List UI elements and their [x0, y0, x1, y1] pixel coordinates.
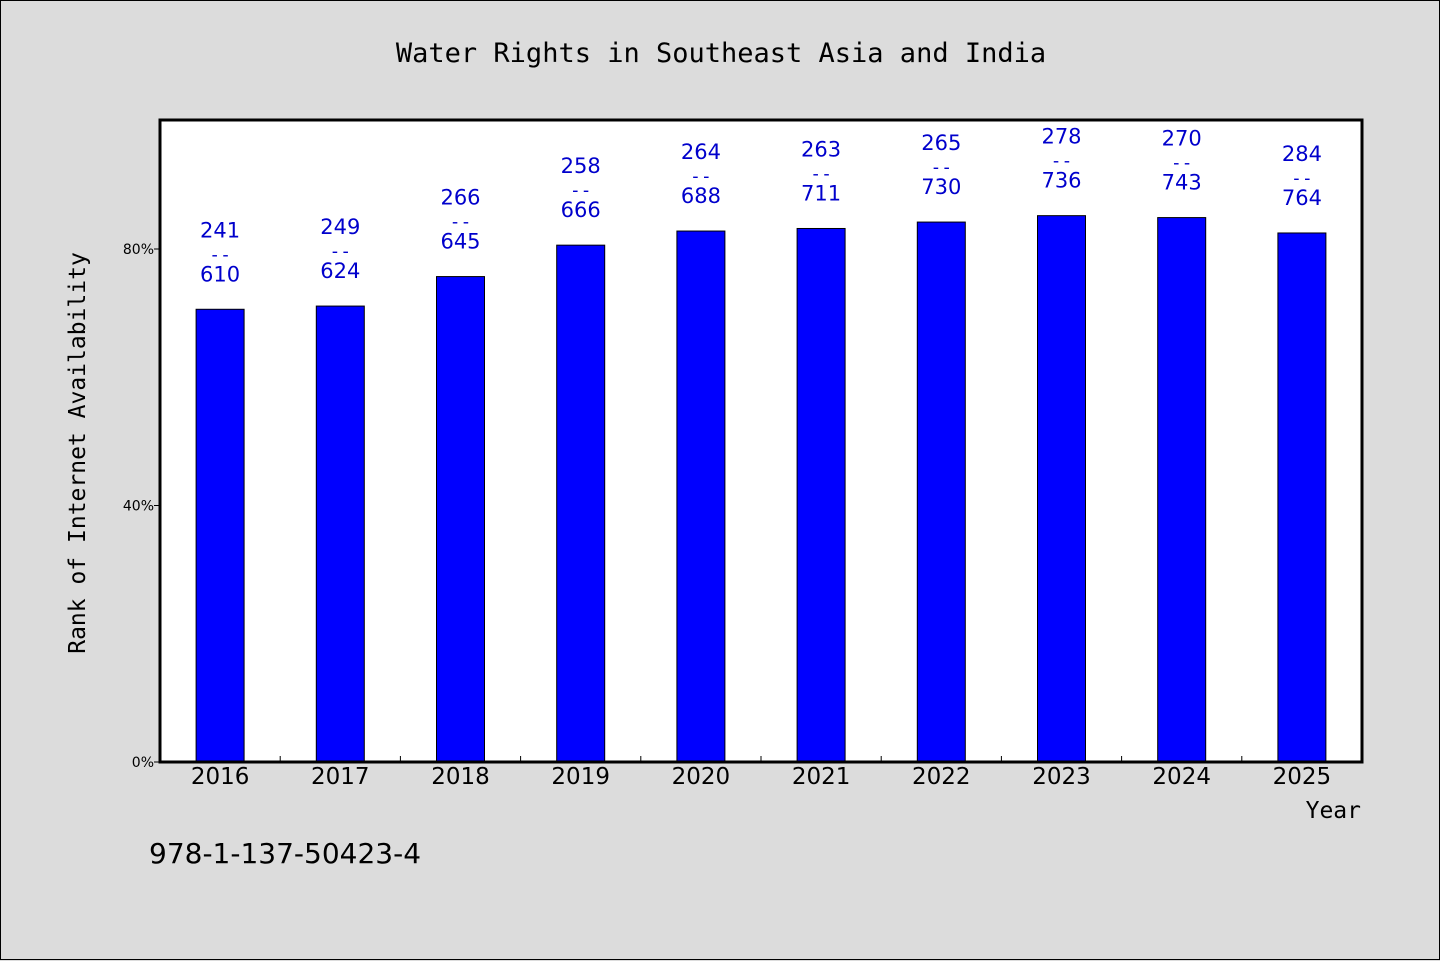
bar-2018 [436, 276, 485, 763]
bar-2022 [916, 221, 966, 763]
bar-label-bottom-2020: 688 [681, 184, 721, 208]
x-axis-label: Year [1306, 798, 1361, 824]
bar-label-bottom-2019: 666 [561, 198, 601, 222]
bar-label-top-2020: 264 [681, 140, 721, 164]
bar-2017 [315, 305, 365, 763]
bar-label-separator-2021: -- [810, 163, 832, 184]
y-tick-label-80: 80% [123, 242, 154, 258]
bar-2024 [1157, 217, 1207, 763]
bar-label-separator-2022: -- [930, 157, 952, 178]
bar-2020 [676, 230, 726, 763]
y-axis-label: Rank of Internet Availability [65, 252, 91, 654]
bar-2023 [1037, 215, 1086, 763]
y-tick-label-40: 40% [123, 499, 154, 515]
x-tick-label-2023: 2023 [1032, 764, 1091, 790]
bar-label-bottom-2021: 711 [801, 181, 841, 205]
y-tick-label-0: 0% [132, 755, 154, 771]
x-tick-label-2020: 2020 [672, 764, 731, 790]
bar-label-top-2017: 249 [320, 215, 360, 239]
bar-label-separator-2018: -- [450, 212, 472, 233]
bar-label-top-2021: 263 [801, 137, 841, 161]
x-tick-label-2019: 2019 [551, 764, 610, 790]
bar-label-bottom-2016: 610 [200, 262, 240, 286]
bar-label-separator-2017: -- [329, 241, 351, 262]
x-tick-label-2025: 2025 [1273, 764, 1332, 790]
bar-labels-group: 610--241624--249645--266666--258688--264… [200, 125, 1322, 287]
isbn-text: 978-1-137-50423-4 [149, 837, 422, 870]
bar-label-bottom-2017: 624 [320, 259, 360, 283]
x-tick-label-2022: 2022 [912, 764, 971, 790]
bar-label-top-2018: 266 [440, 186, 480, 210]
bar-label-top-2025: 284 [1282, 142, 1322, 166]
bar-label-top-2022: 265 [921, 131, 961, 155]
x-tick-label-2024: 2024 [1152, 764, 1211, 790]
bars-group [195, 215, 1327, 763]
bar-label-separator-2016: -- [209, 244, 231, 265]
bar-label-bottom-2024: 743 [1162, 171, 1202, 195]
y-axis-ticks: 0% 40% 80% [123, 242, 160, 771]
bar-label-separator-2024: -- [1171, 153, 1193, 174]
bar-label-top-2016: 241 [200, 218, 240, 242]
bar-label-top-2023: 278 [1041, 125, 1081, 149]
bar-label-bottom-2022: 730 [921, 175, 961, 199]
bar-label-separator-2019: -- [570, 180, 592, 201]
x-tick-label-2021: 2021 [792, 764, 851, 790]
bar-2021 [796, 227, 846, 763]
bar-label-bottom-2018: 645 [440, 230, 480, 254]
bar-label-separator-2020: -- [690, 166, 712, 187]
chart-title: Water Rights in Southeast Asia and India [396, 38, 1046, 69]
bar-2016 [195, 308, 245, 763]
bar-2019 [556, 244, 606, 763]
x-axis-ticks: 2016 2017 2018 2019 2020 2021 2022 2023 2024 2025 [191, 756, 1331, 790]
x-tick-label-2017: 2017 [311, 764, 370, 790]
bar-label-separator-2025: -- [1291, 168, 1313, 189]
bar-label-bottom-2023: 736 [1041, 169, 1081, 193]
bar-label-top-2024: 270 [1162, 127, 1202, 151]
bar-label-bottom-2025: 764 [1282, 186, 1322, 210]
x-tick-label-2016: 2016 [191, 764, 250, 790]
bar-label-separator-2023: -- [1051, 151, 1073, 172]
bar-2025 [1277, 232, 1327, 763]
bar-label-top-2019: 258 [561, 154, 601, 178]
x-tick-label-2018: 2018 [431, 764, 490, 790]
